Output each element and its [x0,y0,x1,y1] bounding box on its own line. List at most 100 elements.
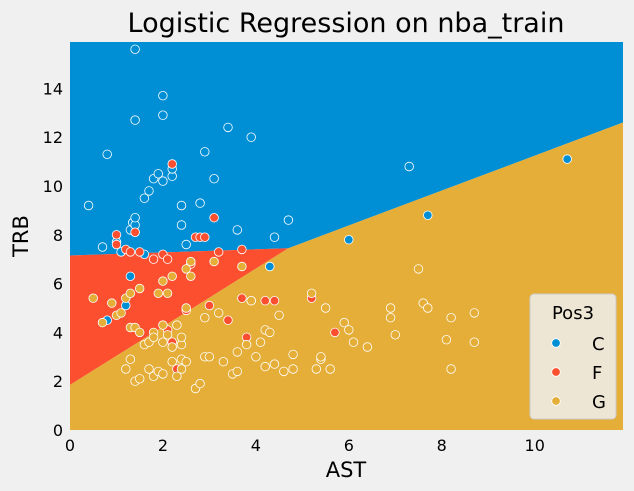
data-point-g [288,364,298,374]
data-point-f [162,254,173,264]
data-point-g [162,330,173,340]
y-axis-label: TRB [9,215,33,258]
data-point-g [446,313,456,323]
data-point-c [200,147,210,157]
legend-label-g: G [592,392,606,413]
data-point-f [269,296,280,306]
data-point-f [204,300,215,311]
data-point-c [176,200,187,211]
data-point-g [246,296,256,306]
data-point-f [330,327,340,338]
x-tick-label: 6 [344,436,354,455]
x-tick-label: 10 [525,436,545,455]
data-point-f [209,212,219,223]
data-point-g [213,308,224,318]
legend-title: Pos3 [552,303,594,324]
x-axis: 0 2 4 6 8 10 [65,436,545,455]
y-tick-label: 0 [53,421,63,440]
series-g [88,256,480,394]
data-point-g [311,364,322,374]
y-tick-label: 4 [53,323,63,342]
data-point-g [176,364,187,374]
data-point-g [158,337,168,347]
data-point-g [469,337,480,347]
data-point-g [413,264,424,274]
data-point-g [390,330,401,340]
x-tick-label: 4 [251,436,261,455]
data-point-g [181,264,191,274]
data-point-g [134,374,145,384]
data-point-g [348,337,359,347]
data-point-g [158,320,168,330]
data-point-g [218,357,229,367]
data-point-g [209,256,219,267]
data-point-f [130,227,140,238]
data-point-g [251,352,261,362]
data-point-c [176,220,187,230]
data-point-f [260,296,270,306]
data-point-g [260,361,270,372]
data-point-g [441,335,452,345]
data-point-f [111,239,122,250]
y-tick-label: 10 [43,177,63,196]
data-point-g [121,364,131,374]
data-point-g [288,349,298,360]
data-point-c [562,154,572,164]
data-point-g [232,347,243,357]
data-point-g [167,357,177,367]
data-point-c [158,90,168,101]
data-point-g [423,303,433,313]
data-point-g [469,308,480,318]
data-point-g [158,369,168,379]
data-point-c [130,115,140,125]
data-point-c [181,239,191,250]
data-point-c [97,242,108,252]
plot-area [70,42,623,430]
x-tick-label: 2 [158,436,168,455]
y-tick-label: 6 [53,275,63,294]
legend-label-f: F [592,363,602,384]
data-point-g [107,298,117,308]
data-point-g [167,342,177,352]
data-point-g [181,303,191,313]
x-tick-label: 8 [437,436,447,455]
data-point-g [125,288,136,299]
data-point-g [125,354,136,364]
data-point-g [144,364,154,374]
data-point-c [404,161,414,172]
data-point-c [139,193,150,203]
decision-region-f [70,248,289,385]
data-point-g [181,357,191,367]
data-point-g [172,371,182,382]
data-point-g [88,293,98,303]
data-point-c [195,198,205,208]
data-point-g [186,256,196,267]
data-point-f [125,247,136,257]
y-tick-label: 2 [53,372,63,391]
data-point-g [167,271,177,282]
data-point-f [148,254,159,264]
data-point-g [446,364,456,374]
data-point-g [316,352,326,362]
data-point-c [232,225,243,235]
data-point-g [362,342,373,352]
data-point-g [97,317,108,328]
decision-region-c [70,42,623,256]
y-tick-label: 14 [43,79,63,98]
data-point-g [385,313,396,323]
legend-marker-g [551,396,561,406]
data-point-g [204,352,215,362]
data-point-c [130,212,140,223]
legend-marker-f [551,367,561,377]
series-f [111,159,340,374]
data-point-f [134,247,145,257]
data-point-g [265,327,275,338]
data-point-g [134,283,145,294]
legend: Pos3 CFG [529,293,617,420]
x-tick-label: 0 [65,436,75,455]
data-point-f [111,230,122,240]
data-point-g [134,327,145,338]
data-point-g [385,303,396,313]
data-point-c [125,271,136,282]
